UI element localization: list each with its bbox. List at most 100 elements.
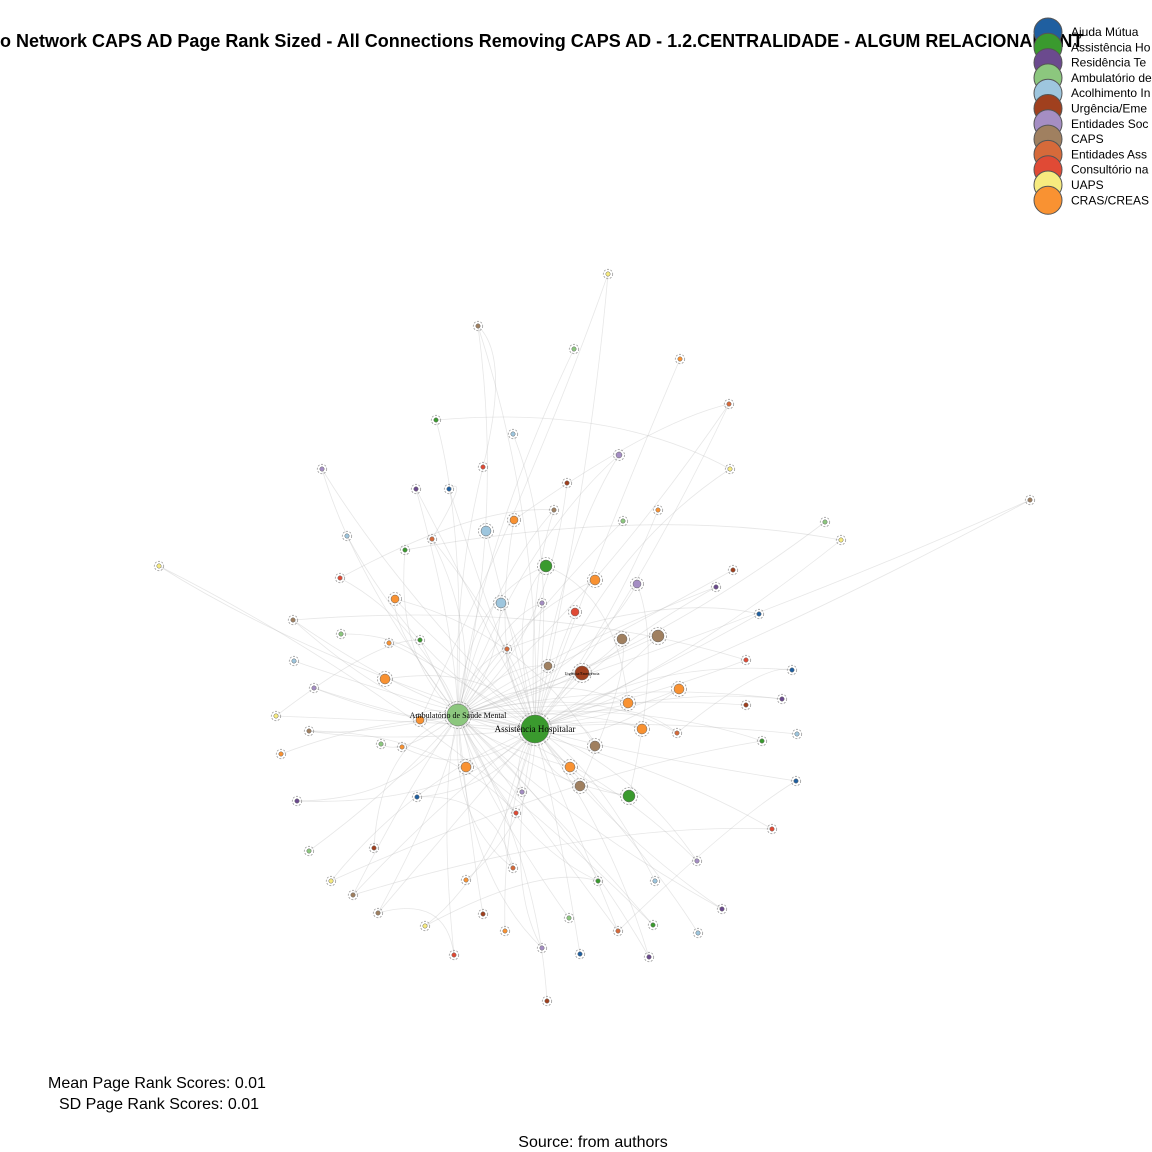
edge [534, 728, 723, 910]
node [605, 271, 611, 277]
edge [330, 740, 763, 882]
edge [424, 876, 599, 927]
node-ring [430, 414, 442, 426]
edge [457, 710, 763, 742]
node-ring [643, 951, 655, 963]
node [480, 911, 486, 917]
edge [477, 325, 497, 468]
legend-label: Residência Te [1071, 56, 1146, 70]
edge [457, 714, 517, 814]
node [694, 858, 700, 864]
edge [296, 714, 459, 802]
node [730, 567, 736, 573]
edge [313, 687, 536, 731]
edge [457, 714, 698, 862]
node [417, 637, 423, 643]
node-ring [287, 614, 299, 626]
node-ring [562, 759, 578, 775]
edge [330, 728, 536, 882]
edge [308, 714, 459, 852]
node [475, 323, 481, 329]
node [429, 536, 435, 542]
node [390, 594, 400, 604]
node-ring [303, 845, 315, 857]
node-ring [649, 627, 667, 645]
edge [352, 728, 536, 896]
node-ring [574, 948, 586, 960]
edge [534, 499, 1031, 730]
node [551, 507, 557, 513]
edge [534, 468, 731, 730]
edge [534, 709, 678, 734]
node [378, 741, 384, 747]
edge [457, 701, 747, 716]
edge [534, 728, 797, 782]
node [566, 915, 572, 921]
node-ring [413, 713, 427, 727]
node [156, 563, 162, 569]
node-ring [270, 710, 282, 722]
edge [534, 728, 698, 862]
node [328, 878, 334, 884]
node-ring [620, 695, 636, 711]
node [539, 600, 545, 606]
node [651, 629, 665, 643]
node-ring [411, 791, 423, 803]
node-ring [776, 693, 788, 705]
edge [415, 488, 459, 716]
edge [435, 419, 460, 716]
node [726, 401, 732, 407]
edge [457, 579, 596, 716]
node-ring [536, 942, 548, 954]
edge [435, 416, 731, 470]
node [616, 633, 628, 645]
edge [308, 730, 517, 814]
edge [339, 577, 459, 716]
node-ring [692, 927, 704, 939]
legend-label: CRAS/CREAS [1071, 193, 1149, 207]
edge [340, 633, 459, 716]
node [480, 464, 486, 470]
nodes: Ambulatório de Saúde Mental Assistência H… [153, 268, 1036, 1007]
legend-label: Ambulatório de [1071, 71, 1152, 85]
node-ring [507, 428, 519, 440]
edge [293, 660, 536, 730]
node [646, 954, 652, 960]
node [460, 761, 472, 773]
edge [457, 509, 555, 716]
edge [457, 691, 783, 716]
node-ring [647, 919, 659, 931]
edge [534, 728, 581, 955]
edge [457, 688, 680, 726]
legend-label: Consultório na [1071, 163, 1149, 177]
node-ring [335, 628, 347, 640]
node [413, 486, 419, 492]
node [615, 928, 621, 934]
node-ring [477, 908, 489, 920]
edge [532, 509, 555, 730]
node [589, 740, 601, 752]
node-ring [399, 544, 411, 556]
edge [534, 539, 842, 730]
node-ring [674, 353, 686, 365]
node [756, 611, 762, 617]
node [620, 518, 626, 524]
edge [457, 325, 488, 716]
node [743, 702, 749, 708]
node-ring [388, 592, 402, 606]
node [652, 878, 658, 884]
node-ring [671, 681, 687, 697]
node [399, 744, 405, 750]
edge [521, 565, 547, 730]
node [570, 607, 580, 617]
node [539, 945, 545, 951]
edge [457, 714, 650, 958]
node [509, 515, 519, 525]
edge [457, 687, 629, 716]
edge [457, 454, 620, 716]
node [727, 466, 733, 472]
node-ring [518, 712, 552, 746]
edge [504, 728, 536, 869]
